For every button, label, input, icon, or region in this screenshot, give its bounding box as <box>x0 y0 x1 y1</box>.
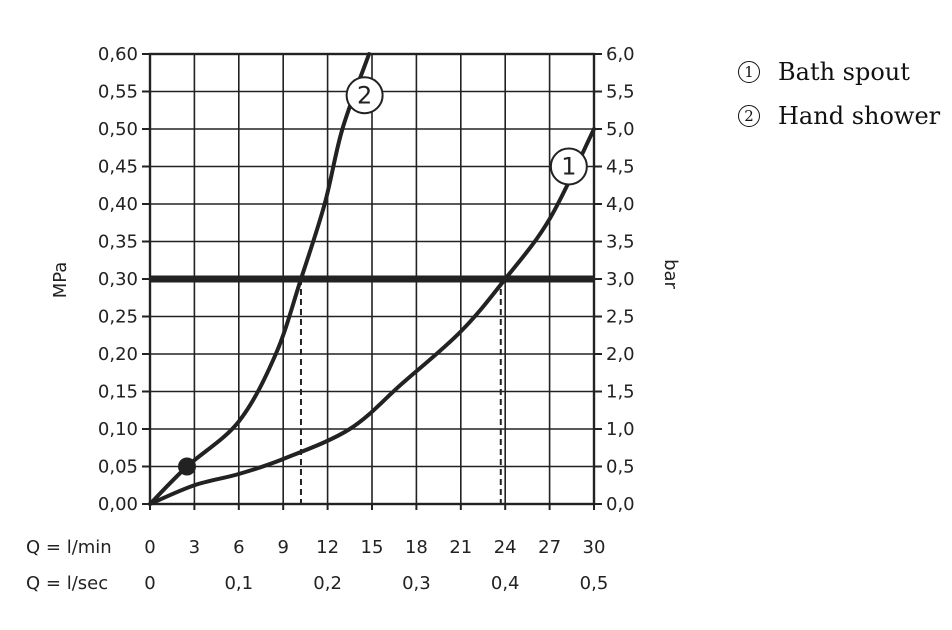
y-right-tick-label: 5,0 <box>606 119 635 140</box>
legend-label: Hand shower <box>778 102 941 130</box>
y-right-tick-label: 4,5 <box>606 157 635 178</box>
legend-marker: 2 <box>738 105 760 127</box>
curve-marker-number: 1 <box>561 153 576 181</box>
curve-marker-circle <box>345 76 384 115</box>
x-tick-label: 0 <box>144 537 155 558</box>
y-left-tick-label: 0,05 <box>98 457 138 478</box>
x-tick-label: 0,3 <box>402 573 431 594</box>
curve-marker-circle <box>549 147 588 186</box>
tick-labels: 0,000,050,100,150,200,250,300,350,400,45… <box>26 44 635 594</box>
y-axis-right-title: bar <box>660 259 681 289</box>
y-left-tick-label: 0,30 <box>98 269 138 290</box>
series-layer: 12 <box>148 52 596 506</box>
x-row-label: Q = l/min <box>26 537 112 558</box>
y-right-tick-label: 0,0 <box>606 494 635 515</box>
y-left-tick-label: 0,00 <box>98 494 138 515</box>
y-right-tick-label: 5,5 <box>606 82 635 103</box>
x-tick-label: 9 <box>277 537 288 558</box>
y-left-tick-label: 0,20 <box>98 344 138 365</box>
x-tick-label: 24 <box>494 537 517 558</box>
x-tick-label: 0,5 <box>580 573 609 594</box>
x-tick-label: 15 <box>361 537 384 558</box>
y-right-tick-label: 3,0 <box>606 269 635 290</box>
y-left-tick-label: 0,15 <box>98 382 138 403</box>
y-left-tick-label: 0,40 <box>98 194 138 215</box>
y-left-tick-label: 0,45 <box>98 157 138 178</box>
legend-marker: 1 <box>738 61 760 83</box>
x-tick-label: 0 <box>144 573 155 594</box>
x-tick-label: 12 <box>316 537 339 558</box>
legend-item-hand-shower: 2 Hand shower <box>738 94 940 138</box>
x-tick-label: 0,1 <box>224 573 253 594</box>
y-left-tick-label: 0,10 <box>98 419 138 440</box>
x-tick-label: 6 <box>233 537 244 558</box>
x-tick-label: 27 <box>538 537 561 558</box>
y-right-tick-label: 3,5 <box>606 232 635 253</box>
y-right-tick-label: 1,0 <box>606 419 635 440</box>
y-right-tick-label: 6,0 <box>606 44 635 65</box>
y-left-tick-label: 0,60 <box>98 44 138 65</box>
legend-label: Bath spout <box>778 58 910 86</box>
legend-item-bath-spout: 1 Bath spout <box>738 50 940 94</box>
highlight-point <box>178 457 196 476</box>
y-right-tick-label: 1,5 <box>606 382 635 403</box>
y-right-tick-label: 4,0 <box>606 194 635 215</box>
x-tick-label: 0,4 <box>491 573 520 594</box>
y-left-tick-label: 0,50 <box>98 119 138 140</box>
y-right-tick-label: 2,0 <box>606 344 635 365</box>
x-tick-label: 21 <box>449 537 472 558</box>
series-line-hand-shower <box>148 52 372 506</box>
y-left-tick-label: 0,55 <box>98 82 138 103</box>
series-line-bath-spout <box>148 127 596 506</box>
y-axis-left-title: MPa <box>50 262 71 299</box>
y-left-tick-label: 0,35 <box>98 232 138 253</box>
legend: 1 Bath spout 2 Hand shower <box>738 50 940 138</box>
curve-marker-number: 2 <box>357 81 372 109</box>
x-tick-label: 18 <box>405 537 428 558</box>
y-left-tick-label: 0,25 <box>98 307 138 328</box>
x-tick-label: 0,2 <box>313 573 342 594</box>
y-right-tick-label: 0,5 <box>606 457 635 478</box>
x-tick-label: 30 <box>583 537 606 558</box>
y-right-tick-label: 2,5 <box>606 307 635 328</box>
x-row-label: Q = l/sec <box>26 573 108 594</box>
x-tick-label: 3 <box>189 537 200 558</box>
